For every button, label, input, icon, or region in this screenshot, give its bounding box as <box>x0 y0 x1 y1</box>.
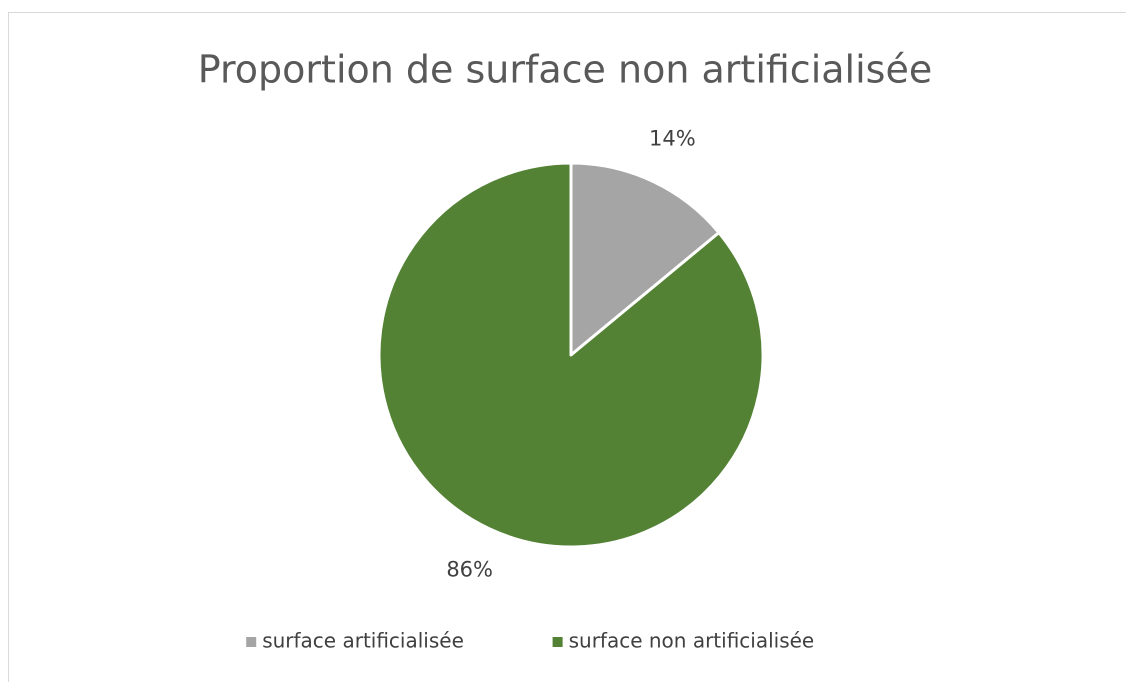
data-label: 86% <box>446 557 493 581</box>
legend-label: surface artificialisée <box>262 629 464 653</box>
data-label: 14% <box>649 127 696 151</box>
chart-title: Proportion de surface non artificialisée <box>198 48 932 92</box>
pie-slice <box>377 161 765 549</box>
legend-label: surface non artificialisée <box>569 629 815 653</box>
legend-swatch <box>552 637 563 647</box>
pie-slice <box>569 161 721 357</box>
legend-swatch <box>246 637 257 647</box>
